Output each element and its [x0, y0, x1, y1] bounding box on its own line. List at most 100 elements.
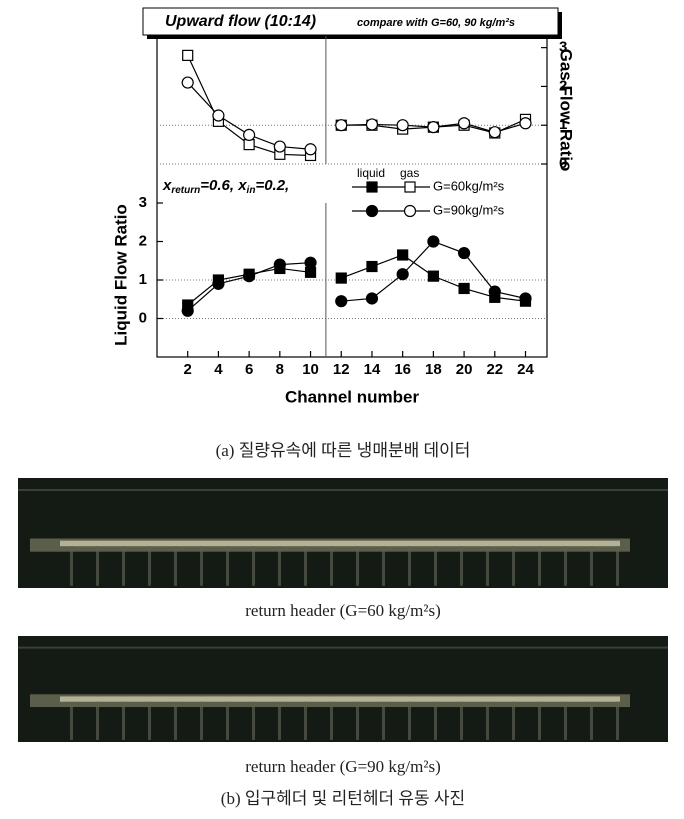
x-tick-label: 2 [184, 361, 192, 378]
legend-header: liquid [357, 166, 385, 180]
data-point [396, 119, 409, 132]
photo-tube [538, 701, 541, 740]
photo-tube [330, 546, 333, 586]
caption-b: (b) 입구헤더 및 리턴헤더 유동 사진 [221, 789, 465, 808]
chart-subtitle: compare with G=60, 90 kg/m²s [357, 17, 515, 29]
photo-tube [486, 701, 489, 740]
x-tick-label: 14 [364, 361, 381, 378]
photo-tube [70, 701, 73, 740]
photo-tube [616, 546, 619, 586]
data-point [212, 109, 225, 122]
data-point [397, 249, 409, 261]
y-tick-label: 1 [139, 271, 147, 288]
data-point [335, 272, 347, 284]
y2-axis-label: Gas Flow Ratio [557, 49, 576, 172]
x-tick-label: 20 [456, 361, 473, 378]
photo [18, 636, 668, 742]
data-point [273, 140, 286, 153]
annotation-part: =0.2, [255, 177, 289, 194]
photo-tube [564, 701, 567, 740]
x-tick-label: 6 [245, 361, 253, 378]
photo-tube [148, 546, 151, 586]
data-point [427, 235, 440, 248]
photo-tube [304, 701, 307, 740]
data-point [181, 76, 194, 89]
data-point [519, 292, 532, 305]
y-tick-label: 1 [559, 116, 567, 133]
data-point [273, 258, 286, 271]
photo-tube [616, 701, 619, 740]
photo-tube [252, 701, 255, 740]
x-axis-label: Channel number [285, 387, 420, 406]
y-tick-label: 3 [139, 194, 147, 211]
photo-tube [590, 546, 593, 586]
photo-tube [200, 701, 203, 740]
photo-tube [486, 546, 489, 586]
photo-tube [408, 701, 411, 740]
data-point [488, 285, 501, 298]
x-tick-label: 18 [425, 361, 442, 378]
photo-tube [226, 546, 229, 586]
photo-tube [174, 546, 177, 586]
photo-tube [512, 546, 515, 586]
photo-tube [330, 701, 333, 740]
photo-tube [460, 546, 463, 586]
x-tick-label: 4 [214, 361, 223, 378]
data-point [304, 256, 317, 269]
data-point [243, 128, 256, 142]
legend-label: G=60kg/m²s [433, 178, 505, 193]
y-tick-label: 2 [139, 232, 147, 249]
photo-tube [564, 546, 567, 586]
annotation: xreturn=0.6, xin=0.2, [162, 177, 289, 196]
y-tick-label: 0 [559, 155, 567, 172]
title-box [142, 7, 559, 36]
photo-tube [200, 546, 203, 586]
photo-bg [18, 636, 668, 742]
x-tick-label: 10 [302, 361, 319, 378]
x-tick-label: 24 [517, 361, 534, 378]
photo-tube [408, 546, 411, 586]
photo-label: return header (G=60 kg/m²s) [245, 601, 440, 620]
photo-edge [18, 489, 668, 491]
chart-title: Upward flow (10:14) [165, 13, 316, 30]
photo-tube [512, 701, 515, 740]
photo [18, 478, 668, 588]
photo-tube [356, 701, 359, 740]
data-point [427, 121, 440, 134]
x-tick-label: 12 [333, 361, 350, 378]
photo-tube [148, 701, 151, 740]
photo-tube [434, 701, 437, 740]
photo-tube [382, 546, 385, 586]
annotation-part: in [247, 185, 256, 196]
photo-tube [304, 546, 307, 586]
caption-a: (a) 질량유속에 따른 냉매분배 데이터 [216, 441, 471, 460]
photo-tube [96, 701, 99, 740]
data-point [181, 304, 194, 317]
photo-tube [590, 701, 593, 740]
annotation-part: return [171, 185, 200, 196]
photo-tube [96, 546, 99, 586]
data-point [335, 119, 348, 132]
data-point [488, 126, 501, 139]
legend-header: gas [400, 166, 419, 180]
photo-tube [382, 701, 385, 740]
data-point [458, 282, 470, 295]
photo-glow [60, 696, 620, 702]
photo-glow [60, 540, 620, 547]
x-tick-label: 22 [486, 361, 503, 378]
photo-tube [434, 546, 437, 586]
legend-marker [404, 181, 416, 193]
x-tick-label: 16 [394, 361, 411, 378]
photo-tube [278, 701, 281, 740]
data-point [243, 139, 255, 151]
data-point [243, 270, 256, 283]
annotation-part: =0.6, x [200, 177, 247, 194]
photo-tube [174, 701, 177, 740]
photo-tube [356, 546, 359, 586]
photo-tube [122, 546, 125, 586]
data-point [335, 295, 348, 308]
photo-tube [122, 701, 125, 740]
legend-marker [366, 181, 378, 193]
photo-tube [460, 701, 463, 740]
